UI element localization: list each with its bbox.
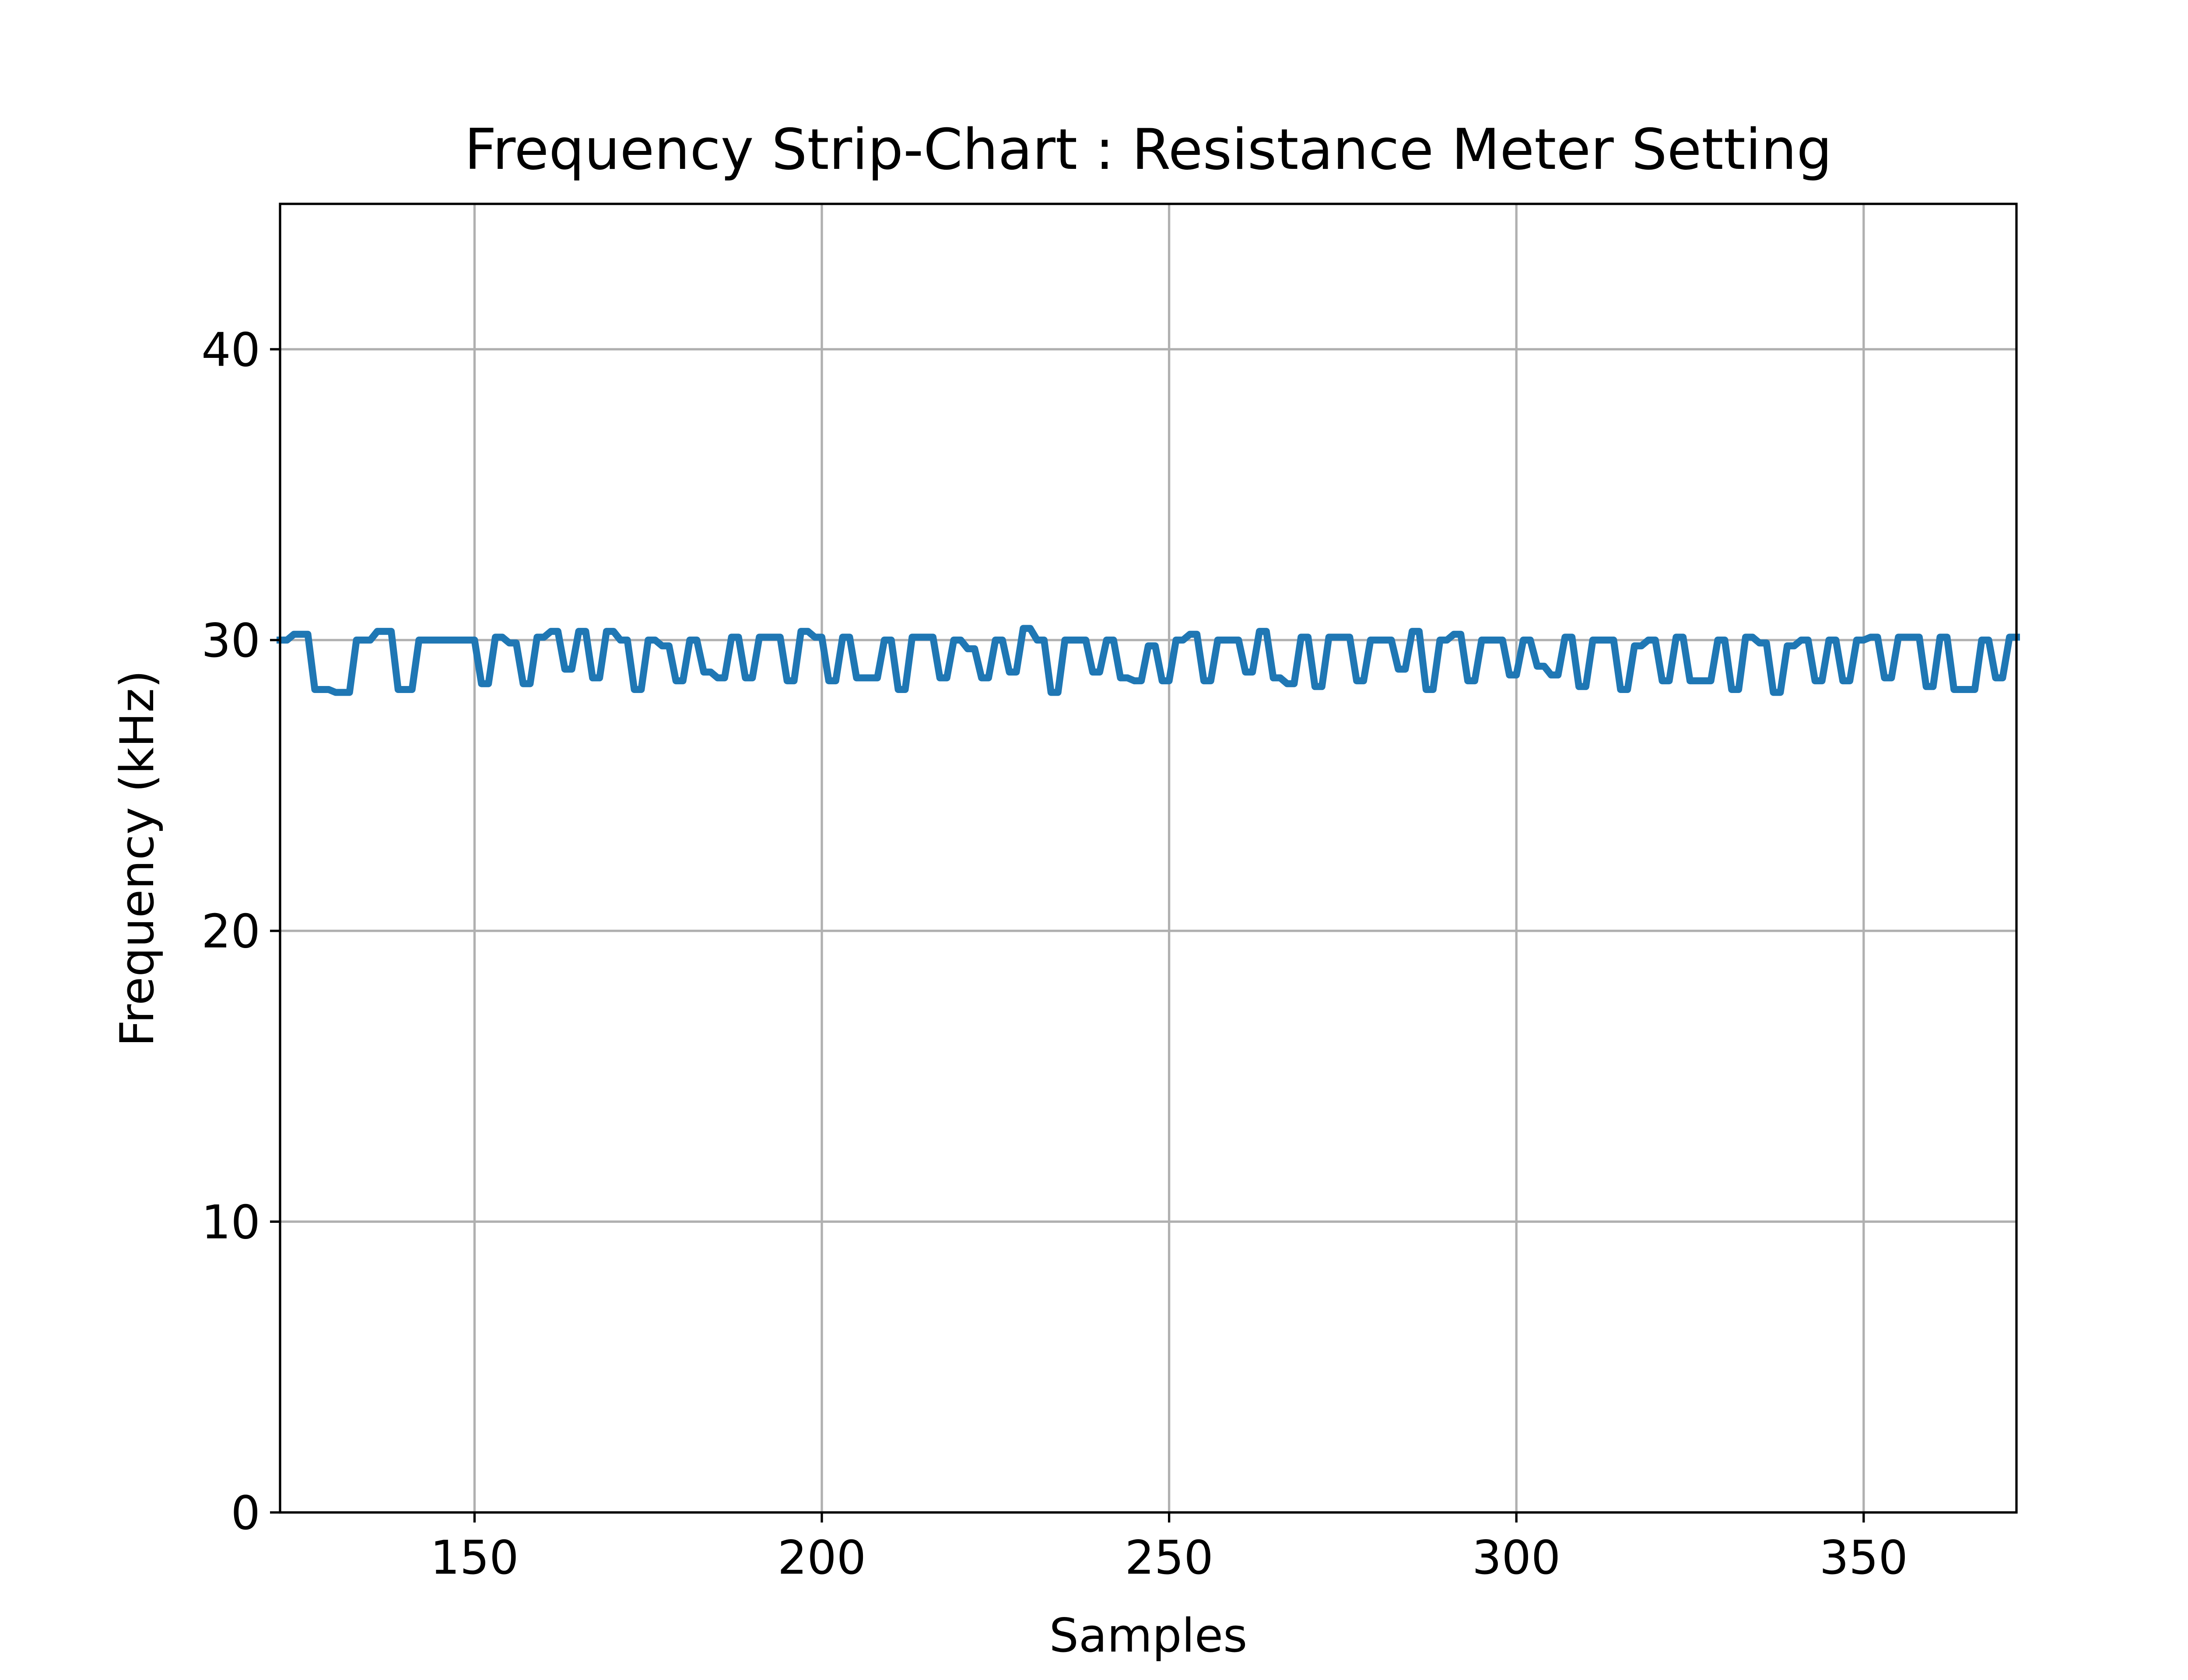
series-layer [277,625,2020,696]
x-tick-label: 300 [1472,1531,1560,1585]
y-axis: 0 10 20 30 40 [201,323,280,1540]
y-tick-label: 10 [201,1195,260,1249]
frequency-series-line [277,625,2020,696]
y-tick-label: 40 [201,323,260,377]
plot-frame [279,203,2018,1514]
plot-area [280,204,2016,1512]
x-tick-label: 150 [430,1531,519,1585]
y-tick-label: 0 [231,1486,260,1540]
y-tick-label: 30 [201,614,260,668]
x-tick-label: 250 [1125,1531,1213,1585]
x-tick-label: 350 [1820,1531,1908,1585]
y-axis-label: Frequency (kHz) [110,670,164,1047]
y-tick-label: 20 [201,905,260,959]
x-tick-label: 200 [778,1531,866,1585]
x-axis: 150 200 250 300 350 [430,1512,1908,1585]
x-axis-label: Samples [1049,1609,1248,1662]
chart-title: Frequency Strip-Chart : Resistance Meter… [464,117,1832,182]
